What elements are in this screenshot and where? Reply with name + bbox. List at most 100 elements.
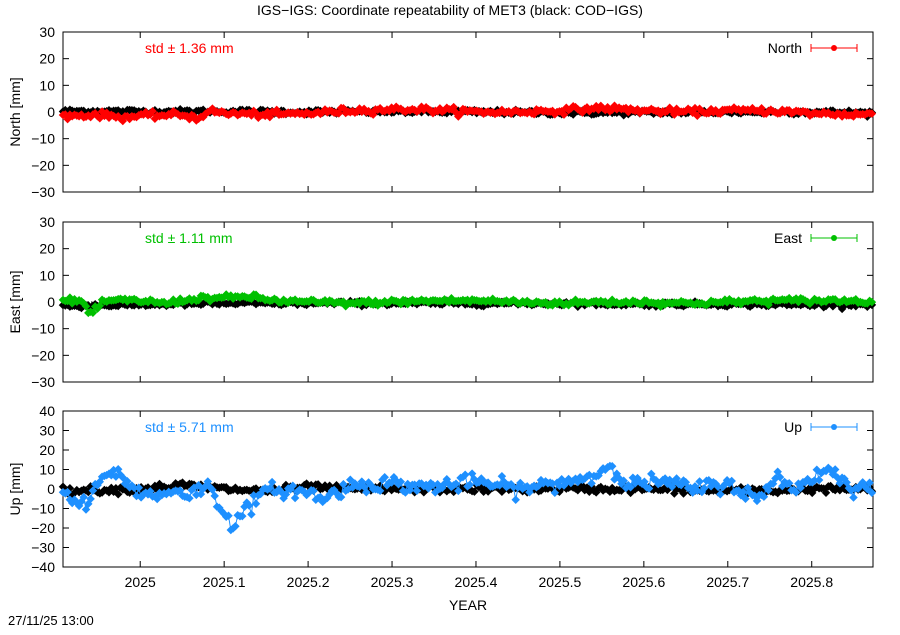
north-igs-point	[148, 106, 157, 116]
east-ytick-label: −10	[31, 321, 55, 337]
up-igs-point	[185, 494, 194, 503]
north-ytick-label: 30	[39, 24, 55, 40]
up-igs-point	[764, 485, 773, 495]
up-ytick-label: 0	[47, 481, 55, 497]
north-std-label: std ± 1.36 mm	[145, 40, 234, 56]
xtick-label: 2025.8	[790, 574, 833, 590]
up-igs-point	[713, 482, 723, 492]
up-igs-point	[506, 480, 516, 489]
up-igs-point	[454, 486, 463, 496]
up-igs-point	[619, 476, 628, 485]
up-igs-point	[644, 484, 654, 493]
up-igs-point	[290, 493, 300, 503]
north-ytick-label: −20	[31, 157, 55, 173]
up-igs-point	[86, 494, 95, 504]
north-legend-marker	[831, 45, 837, 51]
up-ytick-label: 20	[39, 442, 55, 458]
up-igs-point	[129, 483, 139, 493]
east-ytick-label: 0	[47, 294, 55, 310]
up-igs-point	[465, 480, 475, 490]
up-igs-point	[775, 472, 785, 482]
xtick-label: 2025.6	[622, 574, 665, 590]
up-igs-point	[716, 490, 725, 499]
up-igs-point	[79, 492, 88, 502]
up-igs-point	[814, 475, 824, 485]
up-igs-point	[849, 493, 858, 502]
up-igs-point	[265, 484, 275, 493]
up-igs-point	[380, 472, 389, 482]
chart-title: IGS−IGS: Coordinate repeatability of MET…	[257, 2, 643, 18]
up-igs-point	[88, 486, 98, 495]
up-igs-point	[460, 470, 470, 480]
xtick-label: 2025	[125, 574, 156, 590]
xtick-label: 2025.3	[371, 574, 414, 590]
up-igs-point	[375, 486, 385, 496]
north-ytick-label: −10	[31, 131, 55, 147]
up-igs-point	[738, 487, 748, 497]
east-ytick-label: 30	[39, 214, 55, 230]
up-igs-point	[396, 477, 406, 486]
up-igs-point	[339, 479, 348, 489]
up-igs-point	[336, 492, 346, 502]
xtick-label: 2025.7	[706, 574, 749, 590]
up-igs-point	[134, 483, 144, 492]
up-ytick-label: −20	[31, 520, 55, 536]
up-igs-point	[695, 477, 704, 486]
east-igs-point	[88, 308, 98, 318]
north-ytick-label: 10	[39, 77, 55, 93]
up-cod-igs-point	[113, 489, 123, 499]
xtick-label: 2025.5	[538, 574, 581, 590]
up-igs-point	[451, 479, 461, 489]
timestamp: 27/11/25 13:00	[8, 613, 94, 628]
north-ytick-label: −30	[31, 184, 55, 200]
east-std-label: std ± 1.11 mm	[145, 230, 233, 246]
up-igs-point	[63, 487, 72, 497]
up-igs-point	[244, 501, 254, 510]
up-legend-marker	[831, 424, 837, 430]
east-ytick-label: 20	[39, 241, 55, 257]
up-igs-point	[210, 491, 219, 501]
east-legend-label: East	[774, 230, 802, 246]
north-ytick-label: 20	[39, 51, 55, 67]
up-igs-point	[626, 483, 635, 492]
up-igs-point	[759, 492, 769, 501]
up-igs-point	[865, 478, 874, 488]
north-legend-label: North	[768, 40, 802, 56]
east-igs-point	[81, 302, 91, 311]
up-igs-point	[309, 486, 318, 496]
up-igs-point	[727, 476, 736, 486]
xtick-label: 2025.1	[203, 574, 246, 590]
east-ylabel: East [mm]	[7, 270, 23, 333]
east-igs-point	[867, 297, 877, 307]
up-igs-point	[511, 495, 520, 505]
x-axis-label: YEAR	[449, 597, 487, 613]
up-igs-point	[784, 478, 794, 488]
up-igs-point	[267, 477, 277, 487]
up-igs-point	[555, 481, 564, 491]
up-cod-igs-point	[821, 488, 831, 497]
up-igs-point	[288, 481, 298, 491]
xtick-label: 2025.2	[287, 574, 330, 590]
up-igs-point	[791, 488, 801, 497]
east-ytick-label: −20	[31, 347, 55, 363]
up-ytick-label: −30	[31, 540, 55, 556]
up-igs-point	[587, 479, 596, 488]
up-igs-point	[550, 488, 560, 498]
north-ylabel: North [mm]	[7, 77, 23, 146]
up-igs-point	[699, 483, 709, 493]
up-igs-point	[412, 486, 422, 496]
up-std-label: std ± 5.71 mm	[145, 419, 234, 435]
east-ytick-label: 10	[39, 267, 55, 283]
up-igs-point	[741, 494, 750, 504]
up-ytick-label: 10	[39, 462, 55, 478]
north-ytick-label: 0	[47, 104, 55, 120]
up-igs-point	[251, 499, 261, 508]
up-cod-igs-point	[470, 487, 479, 496]
xtick-label: 2025.4	[455, 574, 498, 590]
up-igs-point	[247, 510, 256, 519]
up-legend-label: Up	[784, 419, 802, 435]
up-ylabel: Up [mm]	[7, 463, 23, 516]
up-igs-point	[249, 491, 258, 500]
